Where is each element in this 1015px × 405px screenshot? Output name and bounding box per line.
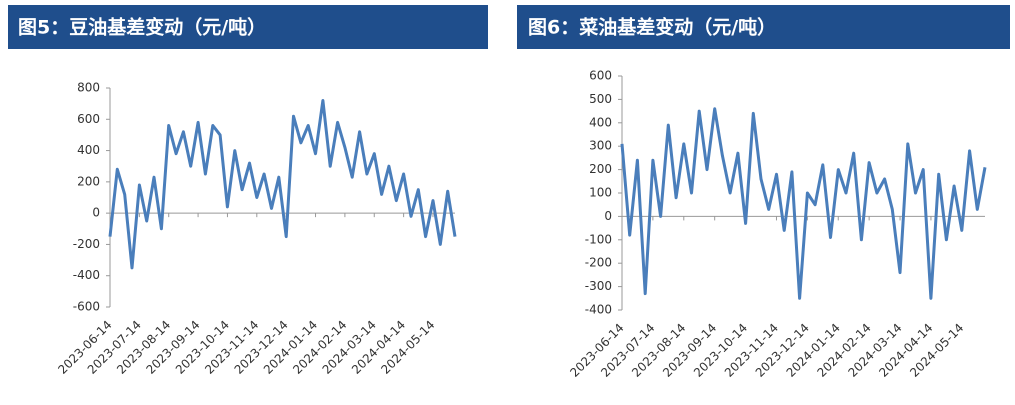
y-tick-label: -100 — [585, 232, 612, 246]
chart-title: 图5：豆油基差变动（元/吨） — [18, 16, 266, 39]
y-tick-label: 200 — [589, 162, 612, 176]
y-tick-label: 300 — [589, 139, 612, 153]
y-tick-label: 100 — [589, 186, 612, 200]
y-tick-label: 400 — [77, 143, 100, 157]
y-tick-label: -400 — [585, 303, 612, 317]
data-line — [620, 107, 987, 300]
y-tick-label: -200 — [585, 256, 612, 270]
y-tick-label: 600 — [589, 69, 612, 83]
y-tick-label: -200 — [73, 237, 100, 251]
y-tick-label: 800 — [77, 81, 100, 95]
header-bar — [8, 5, 488, 49]
y-tick-label: 0 — [604, 209, 612, 223]
y-tick-label: 500 — [589, 92, 612, 106]
y-tick-label: 400 — [589, 115, 612, 129]
data-line — [108, 99, 457, 270]
y-tick-label: -400 — [73, 268, 100, 282]
chart-title: 图6：菜油基差变动（元/吨） — [528, 16, 776, 39]
y-tick-label: -600 — [73, 300, 100, 314]
header-bar — [517, 5, 1010, 49]
y-tick-label: 200 — [77, 174, 100, 188]
y-tick-label: -300 — [585, 279, 612, 293]
y-tick-label: 0 — [92, 206, 100, 220]
y-tick-label: 600 — [77, 112, 100, 126]
